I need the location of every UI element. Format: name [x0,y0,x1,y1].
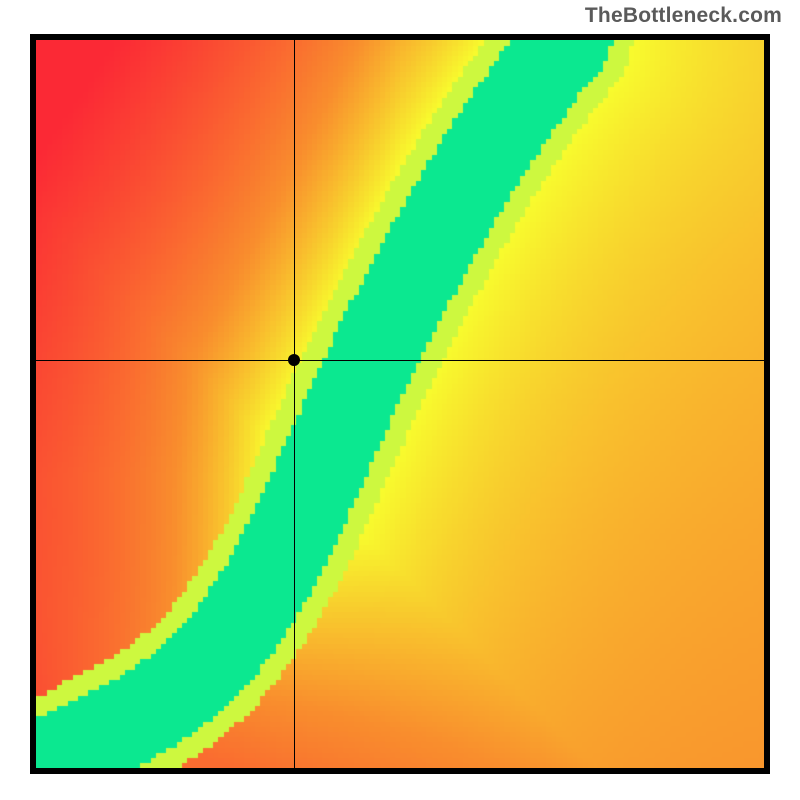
container: TheBottleneck.com [0,0,800,800]
watermark-text: TheBottleneck.com [585,4,782,28]
crosshair-horizontal [36,360,764,361]
crosshair-vertical [294,40,295,768]
crosshair-marker [288,354,300,366]
plot-area [36,40,764,768]
heatmap-canvas [36,40,764,768]
plot-frame [30,34,770,774]
